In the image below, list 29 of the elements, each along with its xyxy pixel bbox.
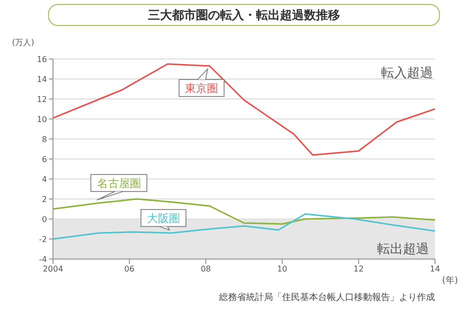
x-tick-label: 06 [124, 264, 134, 274]
x-tick-label: 2004 [42, 264, 64, 274]
y-tick-label: 8 [42, 134, 47, 144]
series-label: 大阪圏 [146, 212, 180, 225]
chart-title: 三大都市圏の転入・転出超過数推移 [48, 4, 440, 26]
band-label: 転出超過 [377, 242, 429, 257]
y-tick-label: -4 [39, 254, 47, 264]
y-tick-label: -2 [39, 234, 47, 244]
annotation: 転入超過 [381, 65, 433, 82]
y-tick-label: 4 [42, 174, 47, 184]
text: 総務省統計局「住民基本台帳人口移動報告」より作成 [219, 292, 435, 304]
y-tick-label: 0 [42, 214, 47, 224]
y-tick-label: 12 [36, 94, 47, 104]
y-tick-label: 14 [36, 74, 47, 84]
x-tick-label: 08 [200, 264, 211, 274]
x-tick-label: 12 [354, 264, 364, 274]
y-tick-label: 6 [42, 154, 47, 164]
line-series [53, 198, 435, 225]
y-tick-label: 2 [42, 194, 47, 204]
y-axis-title: (万人) [12, 37, 34, 48]
line-series [53, 63, 435, 156]
series-label: 東京圏 [185, 82, 218, 95]
x-tick-label: 10 [277, 264, 288, 274]
line-series [53, 213, 435, 240]
y-tick-label: 16 [36, 54, 47, 64]
series-label: 名古屋圏 [96, 177, 141, 190]
x-tick-label: 14 [430, 264, 440, 274]
x-axis-title: (年) [442, 274, 458, 287]
y-tick-label: 10 [36, 114, 47, 124]
